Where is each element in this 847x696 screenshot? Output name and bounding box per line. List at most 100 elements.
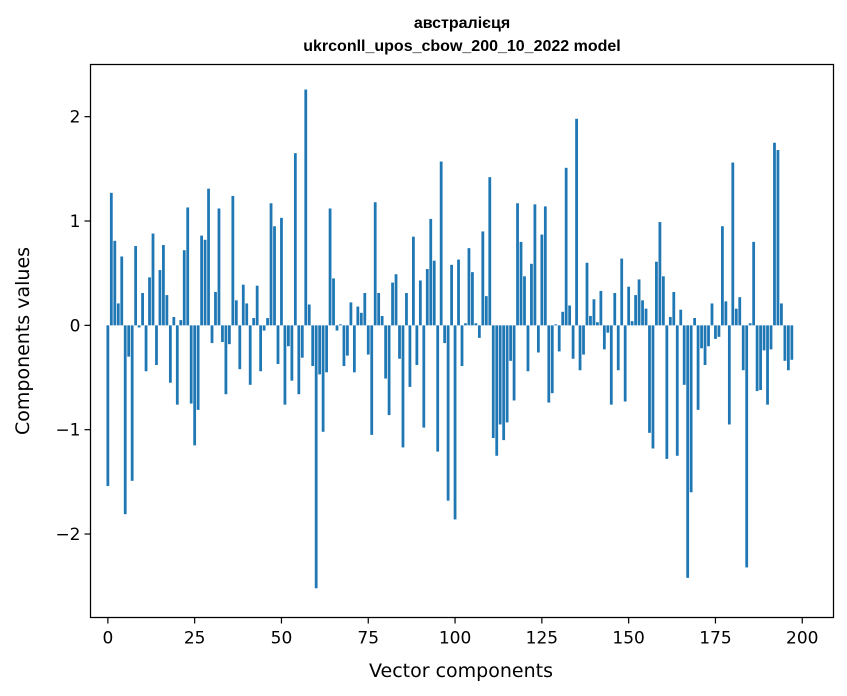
bar-92 — [425, 269, 429, 326]
bar-14 — [155, 325, 158, 365]
bar-93 — [429, 218, 433, 326]
bar-98 — [446, 325, 450, 501]
bar-177 — [721, 226, 724, 326]
bar-65 — [332, 278, 335, 326]
bar-62 — [321, 325, 325, 432]
bar-79 — [380, 315, 384, 326]
bar-81 — [387, 325, 391, 416]
bar-11 — [144, 325, 148, 372]
bar-139 — [589, 315, 592, 326]
bar-45 — [262, 325, 266, 331]
bar-10 — [141, 293, 144, 326]
bar-137 — [582, 325, 585, 355]
bar-192 — [773, 142, 776, 326]
bar-125 — [540, 234, 544, 326]
bar-110 — [488, 177, 492, 326]
bar-28 — [203, 239, 207, 326]
bar-133 — [568, 305, 572, 326]
bar-122 — [530, 263, 533, 326]
bar-70 — [349, 302, 353, 326]
bar-74 — [363, 293, 367, 326]
bar-107 — [477, 325, 481, 338]
bar-102 — [460, 325, 464, 367]
bar-77 — [373, 202, 377, 326]
bar-116 — [509, 325, 512, 361]
bar-63 — [325, 325, 328, 373]
bar-83 — [394, 274, 398, 326]
bar-89 — [415, 325, 419, 365]
bar-119 — [519, 241, 523, 326]
bar-13 — [151, 233, 155, 326]
bar-69 — [346, 325, 349, 356]
bar-43 — [255, 285, 259, 326]
bar-22 — [182, 250, 186, 326]
bar-85 — [401, 325, 405, 448]
y-ticks-group: −2 −1 0 1 2 — [55, 108, 91, 545]
bar-49 — [276, 325, 280, 364]
bar-64 — [328, 208, 332, 326]
y-axis-label: Components values — [12, 247, 34, 435]
bar-53 — [290, 325, 294, 381]
bar-34 — [224, 325, 228, 395]
bar-105 — [471, 272, 474, 326]
bar-173 — [707, 325, 710, 347]
x-tick-label: 25 — [184, 629, 206, 649]
bar-135 — [575, 118, 578, 326]
bar-80 — [384, 325, 388, 379]
bar-78 — [377, 293, 381, 326]
bar-193 — [776, 150, 780, 326]
bar-196 — [786, 325, 790, 371]
bar-12 — [148, 277, 151, 326]
bar-7 — [130, 325, 134, 481]
bar-27 — [200, 235, 203, 326]
bar-1 — [109, 192, 113, 326]
bar-101 — [457, 259, 460, 326]
bar-182 — [738, 297, 742, 326]
bar-149 — [623, 325, 627, 402]
bar-95 — [436, 325, 440, 452]
bar-161 — [665, 325, 669, 459]
bar-183 — [741, 325, 745, 371]
bar-57 — [304, 89, 308, 326]
bar-58 — [307, 304, 311, 326]
bar-8 — [134, 246, 138, 326]
bar-115 — [505, 325, 509, 423]
bar-130 — [557, 325, 561, 352]
bar-188 — [759, 325, 762, 391]
bar-152 — [634, 295, 637, 326]
x-tick-label: 125 — [526, 629, 558, 649]
bar-162 — [668, 317, 672, 326]
bar-158 — [655, 261, 658, 326]
bar-51 — [283, 325, 287, 405]
bar-108 — [481, 231, 485, 326]
bar-3 — [116, 303, 120, 326]
bar-157 — [651, 325, 655, 449]
bar-66 — [335, 325, 339, 331]
bar-172 — [703, 325, 707, 365]
x-tick-label: 150 — [612, 629, 644, 649]
x-tick-label: 100 — [439, 629, 471, 649]
bar-60 — [314, 325, 318, 589]
x-tick-label: 50 — [271, 629, 293, 649]
bar-23 — [186, 207, 190, 326]
bar-104 — [467, 248, 471, 326]
bar-167 — [686, 325, 690, 578]
bar-31 — [214, 291, 217, 326]
bar-166 — [682, 325, 686, 385]
y-tick-label: −2 — [55, 525, 80, 545]
bar-185 — [748, 323, 752, 326]
bar-71 — [352, 325, 356, 373]
bar-150 — [627, 286, 631, 326]
x-tick-label: 175 — [699, 629, 731, 649]
bar-46 — [266, 318, 269, 326]
x-ticks-group: 0 25 50 75 100 125 150 175 200 — [102, 617, 818, 649]
bar-68 — [342, 325, 346, 367]
bar-113 — [498, 325, 502, 425]
bar-190 — [766, 325, 769, 405]
bar-99 — [450, 264, 453, 326]
bar-134 — [571, 325, 575, 359]
bar-121 — [526, 325, 530, 372]
bar-117 — [512, 325, 516, 401]
bar-17 — [165, 295, 169, 326]
